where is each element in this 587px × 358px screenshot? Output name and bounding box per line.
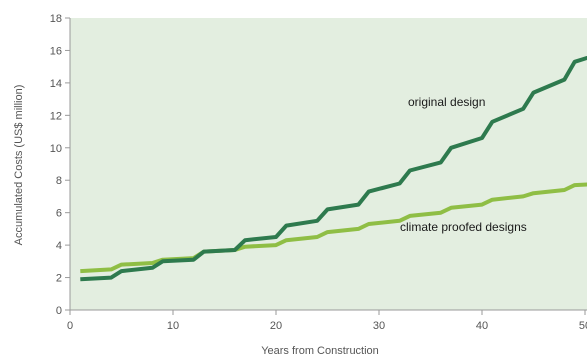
x-tick-label: 30 (373, 320, 385, 332)
y-tick-label: 8 (56, 175, 62, 187)
x-tick-label: 40 (476, 320, 488, 332)
x-tick-label: 20 (270, 320, 282, 332)
y-tick-label: 6 (56, 208, 62, 220)
y-axis-title: Accumulated Costs (US$ million) (13, 85, 25, 246)
x-tick-label: 0 (67, 320, 73, 332)
series-line-original (80, 55, 587, 282)
y-tick-label: 16 (50, 45, 62, 57)
y-tick-label: 14 (50, 78, 62, 90)
x-axis-title: Years from Construction (261, 345, 379, 357)
y-tick-label: 10 (50, 143, 62, 155)
y-tick-label: 4 (56, 240, 62, 252)
y-tick-label: 0 (56, 305, 62, 317)
annotation-climate-proofed-designs: climate proofed designs (400, 220, 527, 234)
plot-area (70, 18, 587, 310)
y-tick-label: 2 (56, 273, 62, 285)
y-tick-label: 18 (50, 13, 62, 25)
y-tick-label: 12 (50, 110, 62, 122)
annotation-original-design: original design (408, 95, 485, 109)
x-tick-label: 10 (167, 320, 179, 332)
x-tick-label: 50 (579, 320, 587, 332)
